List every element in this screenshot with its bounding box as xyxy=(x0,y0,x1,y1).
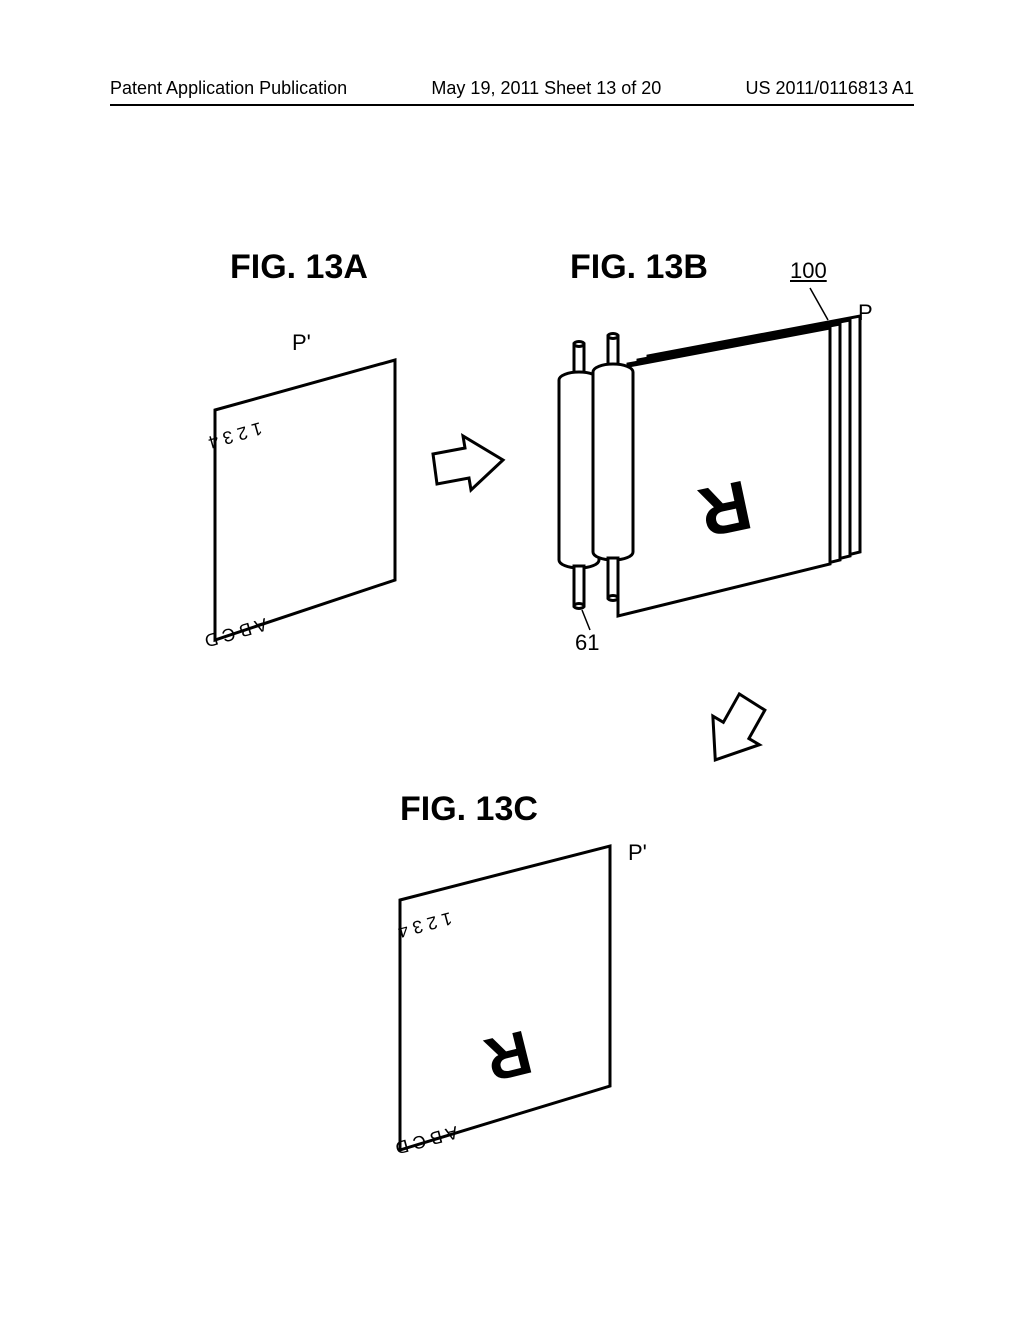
header-mid: May 19, 2011 Sheet 13 of 20 xyxy=(431,78,661,99)
svg-text:1 2 3 4: 1 2 3 4 xyxy=(396,908,454,942)
fig-13a-diagram: 1 2 3 4 A B C D xyxy=(185,350,435,650)
text-bot-13c: A B C D xyxy=(393,1122,460,1158)
svg-text:R: R xyxy=(478,1016,538,1094)
leader-61 xyxy=(582,610,590,630)
fig-13c-diagram: 1 2 3 4 R A B C D xyxy=(360,830,660,1170)
svg-text:A B C D: A B C D xyxy=(202,614,269,650)
text-top-13c: 1 2 3 4 xyxy=(396,908,454,942)
leader-100 xyxy=(810,288,828,320)
svg-text:A B C D: A B C D xyxy=(393,1122,460,1158)
header-left: Patent Application Publication xyxy=(110,78,347,99)
patent-header: Patent Application Publication May 19, 2… xyxy=(110,78,914,99)
sheet-outline-13a xyxy=(215,360,395,640)
sheet-13a: 1 2 3 4 A B C D xyxy=(202,360,395,650)
fig-13b-diagram: R xyxy=(510,280,910,680)
header-rule xyxy=(110,104,914,106)
fig-13a-label: FIG. 13A xyxy=(230,248,368,287)
text-bot-13a: A B C D xyxy=(202,614,269,650)
arrow-ab-icon xyxy=(433,436,503,490)
arrow-bc-icon xyxy=(692,687,770,770)
arrow-b-to-c xyxy=(680,680,770,770)
sheet-outline-13c xyxy=(400,846,610,1150)
letter-r-13c: R xyxy=(478,1016,538,1094)
page: Patent Application Publication May 19, 2… xyxy=(0,0,1024,1320)
arrow-a-to-b xyxy=(425,430,515,510)
fig-13c-label: FIG. 13C xyxy=(400,790,538,829)
header-right: US 2011/0116813 A1 xyxy=(746,78,914,99)
